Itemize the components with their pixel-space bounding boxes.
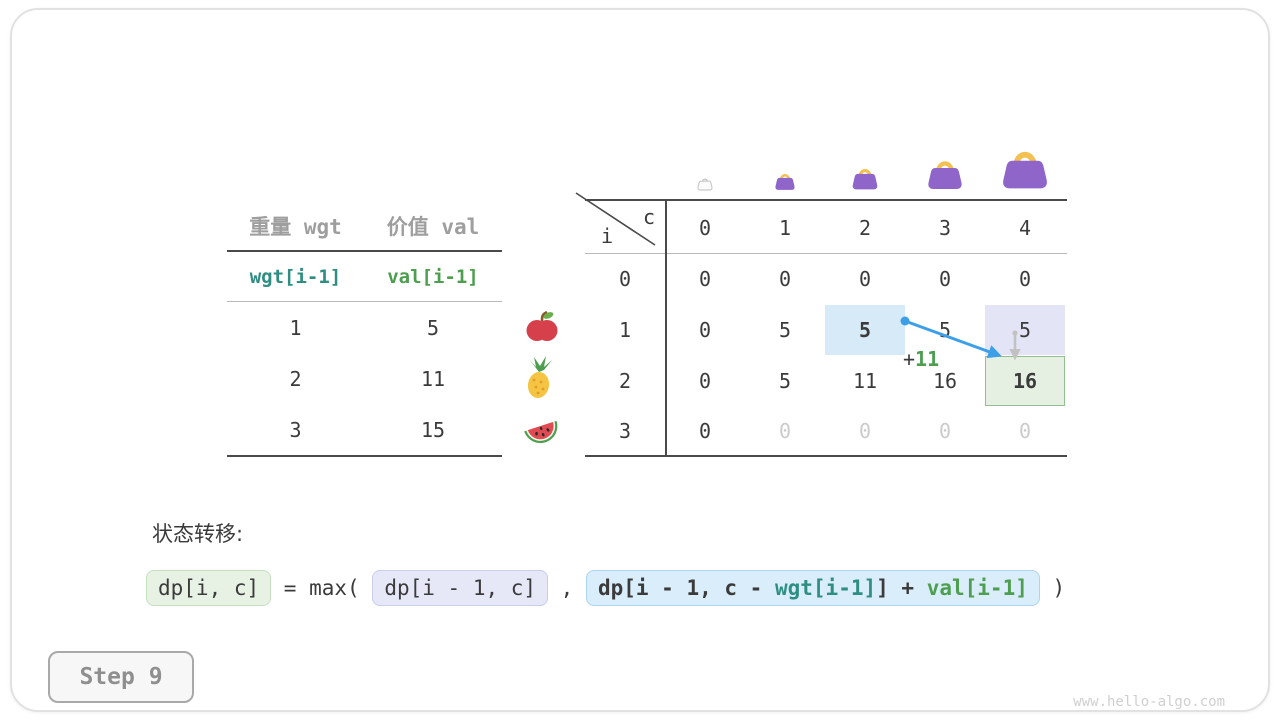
dp-table-bottom-line	[585, 455, 1067, 457]
pineapple-icon	[521, 356, 557, 400]
formula-arg2-box: dp[i - 1, c - wgt[i-1]] + val[i-1]	[585, 570, 1040, 606]
bag-icon	[851, 165, 879, 191]
dp-table-header-line	[585, 253, 1067, 254]
dp-cell: 11	[852, 369, 878, 393]
dp-row-header: 0	[618, 267, 632, 291]
formula-comma: ,	[548, 576, 586, 600]
dp-col-header: 1	[778, 216, 792, 240]
formula-arg2-val: val[i-1]	[926, 576, 1028, 600]
dp-cell-above: 5	[1018, 318, 1032, 342]
dp-col-header: 0	[698, 216, 712, 240]
plus-value-annotation: +11	[903, 347, 939, 371]
items-col-header-value: 价值 val	[386, 215, 480, 239]
dp-cell: 0	[858, 419, 872, 443]
dp-cell: 0	[698, 419, 712, 443]
items-table-subheader-line	[227, 301, 502, 302]
formula-close-paren: )	[1039, 576, 1066, 600]
dp-row-header: 1	[618, 318, 632, 342]
items-table-bottom-line	[227, 455, 502, 457]
items-table-header-line	[227, 250, 502, 252]
dp-row-header: 3	[618, 419, 632, 443]
watermelon-icon	[521, 413, 561, 447]
dp-cell: 5	[778, 369, 792, 393]
dp-cell: 0	[698, 369, 712, 393]
items-index-val: val[i-1]	[387, 265, 479, 288]
corner-row-var: i	[600, 224, 614, 248]
dp-cell: 0	[1018, 419, 1032, 443]
items-cell-wgt-1: 1	[289, 315, 302, 340]
items-cell-val-3: 15	[420, 417, 446, 442]
empty-bag-icon	[697, 176, 713, 191]
dp-table-top-line	[585, 199, 1067, 201]
dp-cell: 0	[938, 267, 952, 291]
dp-cell: 0	[698, 267, 712, 291]
dp-cell: 0	[698, 318, 712, 342]
formula-lhs-box: dp[i, c]	[146, 570, 272, 606]
dp-col-header: 4	[1018, 216, 1032, 240]
dp-table-vertical-line	[665, 199, 667, 457]
dp-cell: 0	[1018, 267, 1032, 291]
dp-cell: 0	[938, 419, 952, 443]
items-index-wgt: wgt[i-1]	[249, 265, 342, 288]
bag-icon	[926, 156, 964, 191]
dp-row-header: 2	[618, 369, 632, 393]
highlight-cell-blue	[825, 305, 905, 355]
dp-cell-current: 16	[1012, 369, 1038, 393]
dp-cell: 16	[932, 369, 958, 393]
items-cell-wgt-3: 3	[289, 417, 302, 442]
corner-col-var: c	[642, 205, 656, 229]
figure-frame: 重量 wgt 价值 val wgt[i-1] val[i-1] 1 5 2 11…	[10, 8, 1270, 712]
dp-cell: 0	[778, 267, 792, 291]
bag-icon	[774, 171, 796, 191]
highlight-cell-green	[985, 356, 1065, 406]
formula-arg1-box: dp[i - 1, c]	[372, 570, 549, 606]
watermark: www.hello-algo.com	[1073, 694, 1225, 710]
bag-icon	[1000, 145, 1050, 191]
dp-col-header: 3	[938, 216, 952, 240]
plus-sign: +	[903, 347, 916, 371]
dp-cell: 0	[858, 267, 872, 291]
step-badge: Step 9	[48, 651, 194, 703]
dp-cell-selected-prev: 5	[858, 318, 872, 342]
dp-cell: 5	[778, 318, 792, 342]
apple-icon	[523, 307, 561, 345]
items-cell-val-2: 11	[420, 366, 446, 391]
items-cell-wgt-2: 2	[289, 366, 302, 391]
transition-label: 状态转移:	[152, 522, 244, 546]
added-value: 11	[915, 347, 940, 371]
formula-arg2-wgt: wgt[i-1]	[774, 576, 877, 600]
dp-col-header: 2	[858, 216, 872, 240]
items-col-header-weight: 重量 wgt	[249, 215, 342, 239]
dp-cell: 0	[778, 419, 792, 443]
formula-arg2-prefix: dp[i - 1, c -	[597, 576, 775, 600]
formula-arg2-mid: ] +	[876, 576, 927, 600]
transition-formula: dp[i, c] = max( dp[i - 1, c] , dp[i - 1,…	[146, 570, 1065, 606]
formula-eq-max: = max(	[271, 576, 373, 600]
items-cell-val-1: 5	[426, 315, 440, 340]
